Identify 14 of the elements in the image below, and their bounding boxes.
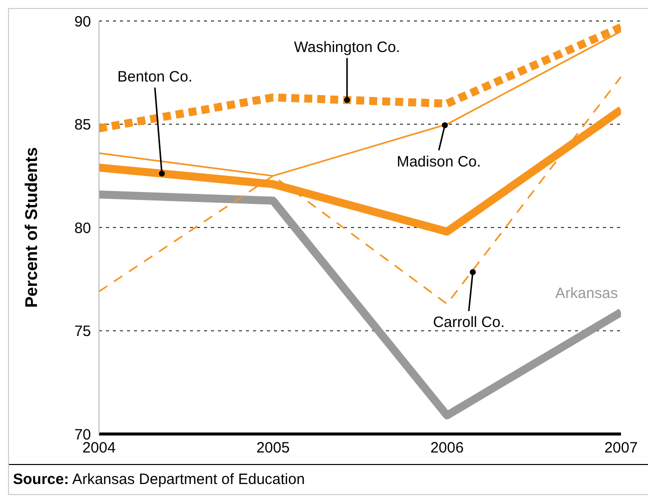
text: Washington Co.: [294, 39, 400, 56]
source-note: Source: Arkansas Department of Education: [9, 464, 648, 494]
y-tick-label: 80: [74, 220, 91, 237]
text: Benton Co.: [117, 68, 192, 86]
y-tick-label: 75: [74, 323, 91, 340]
y-tick-label: 85: [74, 116, 91, 134]
x-tick-label: 2005: [256, 440, 290, 457]
series-label: Arkansas: [555, 284, 618, 302]
series-label: Madison Co.: [396, 153, 481, 170]
series-label: Carroll Co.: [432, 314, 505, 332]
x-tick-label: 2007: [604, 440, 638, 457]
x-tick-label: 2006: [430, 440, 464, 457]
y-axis-title: Percent of Students: [22, 147, 42, 308]
y-tick-label: 90: [74, 13, 91, 30]
